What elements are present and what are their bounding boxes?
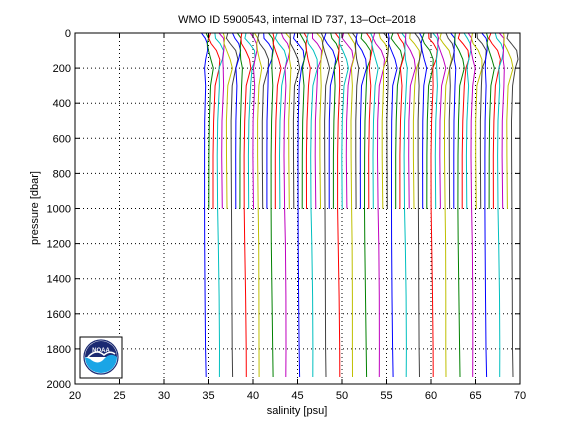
x-tick-label: 55 xyxy=(380,390,392,402)
x-tick-label: 30 xyxy=(158,390,170,402)
profile-line xyxy=(352,33,360,209)
profile-line xyxy=(205,33,214,209)
profile-line xyxy=(457,33,470,209)
profile-line xyxy=(372,33,386,378)
profile-line xyxy=(503,33,514,209)
profile-line xyxy=(292,33,305,378)
profile-line xyxy=(330,33,340,209)
profile-line xyxy=(232,33,242,209)
profile-line xyxy=(365,33,373,209)
profile-line xyxy=(454,33,465,378)
y-tick-label: 1200 xyxy=(47,239,71,251)
profile-line xyxy=(436,33,447,209)
profile-line xyxy=(467,33,476,378)
profile-line xyxy=(428,33,438,378)
profile-line xyxy=(306,33,318,378)
x-tick-label: 60 xyxy=(425,390,437,402)
profile-line xyxy=(253,33,263,378)
profile-line xyxy=(316,33,324,209)
grid xyxy=(75,33,520,384)
chart-title: WMO ID 5900543, internal ID 737, 13–Oct–… xyxy=(178,14,416,26)
profile-line xyxy=(299,33,307,209)
profile-line xyxy=(334,33,341,378)
x-axis-title: salinity [psu] xyxy=(267,405,328,417)
x-tick-label: 35 xyxy=(202,390,214,402)
profile-line xyxy=(280,33,291,378)
profile-line xyxy=(476,33,487,209)
logo-bird-wave xyxy=(87,351,116,358)
profile-line xyxy=(360,33,371,378)
profile-line xyxy=(387,33,398,378)
profile-line xyxy=(263,33,274,209)
profile-line xyxy=(222,33,233,209)
x-tick-label: 20 xyxy=(69,390,81,402)
profile-line xyxy=(404,33,416,209)
x-tick-label: 45 xyxy=(291,390,303,402)
x-tick-label: 25 xyxy=(113,390,125,402)
y-tick-label: 1600 xyxy=(47,309,71,321)
y-tick-label: 800 xyxy=(53,168,71,180)
y-tick-label: 1800 xyxy=(47,344,71,356)
profile-line xyxy=(355,33,368,209)
profile-line xyxy=(244,33,256,209)
x-tick-label: 50 xyxy=(336,390,348,402)
profile-line xyxy=(370,33,379,209)
profile-line xyxy=(236,33,243,209)
profile-line xyxy=(338,33,349,209)
x-axis: 20 25 30 35 40 45 50 55 60 65 70 xyxy=(69,33,526,402)
profile-line xyxy=(272,33,282,209)
profile-line xyxy=(312,33,323,209)
profile-line xyxy=(419,33,428,209)
y-tick-label: 2000 xyxy=(47,379,71,391)
y-tick-label: 1000 xyxy=(47,204,71,216)
y-axis-title: pressure [dbar] xyxy=(29,171,41,245)
x-tick-label: 65 xyxy=(469,390,481,402)
profile-line xyxy=(494,33,505,378)
logo-text: NOAA xyxy=(92,348,110,354)
x-tick-label: 70 xyxy=(514,390,526,402)
profile-line xyxy=(486,33,495,209)
profile-line xyxy=(463,33,472,209)
profile-line xyxy=(225,33,239,378)
profile-line xyxy=(401,33,408,378)
y-tick-label: 200 xyxy=(53,63,71,75)
profile-line xyxy=(214,33,225,378)
profile-line xyxy=(439,33,453,378)
noaa-logo: NOAA xyxy=(79,336,123,379)
y-tick-label: 400 xyxy=(53,98,71,110)
profile-line xyxy=(249,33,258,209)
profile-line xyxy=(378,33,389,209)
y-tick-label: 1400 xyxy=(47,274,71,286)
y-tick-label: 0 xyxy=(65,28,71,40)
profile-lines xyxy=(200,33,519,378)
profile-line xyxy=(240,33,252,378)
profile-line xyxy=(289,33,301,209)
profile-line xyxy=(320,33,331,378)
profile-line xyxy=(506,33,519,378)
logo-sea xyxy=(85,354,117,373)
y-axis: 0 200 400 600 800 1000 1200 1400 1600 1800 2000 xyxy=(47,28,520,391)
profile-line xyxy=(409,33,421,209)
profile-line xyxy=(397,33,406,209)
x-tick-label: 40 xyxy=(247,390,259,402)
profile-line xyxy=(347,33,357,378)
y-tick-label: 600 xyxy=(53,133,71,145)
profile-line xyxy=(303,33,311,209)
profile-line xyxy=(445,33,455,209)
